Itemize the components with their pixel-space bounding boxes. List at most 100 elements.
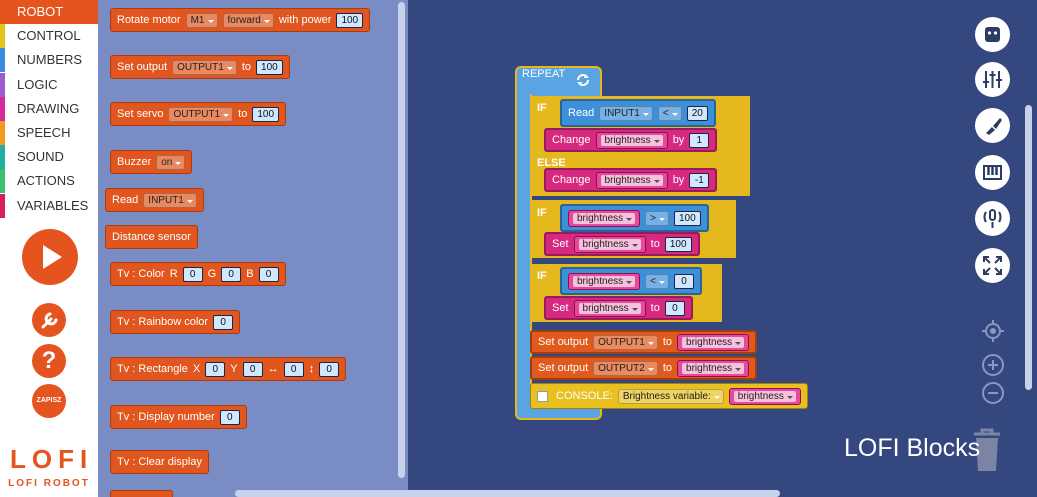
workspace-v-scrollbar[interactable] bbox=[1025, 105, 1032, 390]
flyout-scrollbar[interactable] bbox=[398, 2, 405, 478]
number-input[interactable]: 100 bbox=[252, 106, 280, 122]
flyout-block[interactable]: Buzzer on bbox=[110, 150, 193, 174]
run-button[interactable] bbox=[22, 229, 78, 285]
variable-block: brightness bbox=[728, 387, 801, 405]
fullscreen-button[interactable] bbox=[975, 248, 1010, 283]
block-text: to bbox=[241, 61, 252, 73]
dropdown[interactable]: on bbox=[156, 154, 186, 170]
block-text: to bbox=[662, 336, 673, 348]
number-input[interactable]: 0 bbox=[664, 300, 685, 316]
dropdown[interactable]: INPUT1 bbox=[143, 192, 197, 208]
category-label: SPEECH bbox=[17, 125, 71, 140]
category[interactable]: CONTROL bbox=[0, 24, 98, 49]
block-text: Change bbox=[552, 134, 591, 146]
block-text: Set bbox=[552, 238, 569, 250]
block-text: X bbox=[192, 363, 201, 375]
block-text: with power bbox=[278, 14, 332, 26]
number-input[interactable]: 1 bbox=[689, 132, 710, 148]
brush-button[interactable] bbox=[975, 108, 1010, 143]
number-input[interactable]: 100 bbox=[664, 236, 692, 252]
category[interactable]: DRAWING bbox=[0, 96, 98, 121]
category[interactable]: SOUND bbox=[0, 145, 98, 170]
category[interactable]: SPEECH bbox=[0, 121, 98, 145]
number-input[interactable]: 0 bbox=[242, 361, 263, 377]
block-text: Change bbox=[552, 174, 591, 186]
number-input[interactable]: -1 bbox=[689, 172, 710, 188]
category[interactable]: NUMBERS bbox=[0, 48, 98, 73]
watermark: LOFI Blocks bbox=[844, 434, 981, 462]
dropdown[interactable]: OUTPUT2 bbox=[593, 360, 658, 376]
dropdown[interactable]: INPUT1 bbox=[599, 105, 653, 121]
number-input[interactable]: 0 bbox=[213, 314, 234, 330]
block-text: Distance sensor bbox=[112, 231, 191, 243]
sliders-button[interactable] bbox=[975, 62, 1010, 97]
number-input[interactable]: 100 bbox=[256, 59, 283, 75]
piano-button[interactable] bbox=[975, 155, 1010, 190]
flyout-block[interactable]: Tv : Rectangle X 0 Y 0 ↔ 0 ↕ 0 bbox=[110, 357, 347, 381]
number-input[interactable]: 20 bbox=[686, 105, 708, 121]
robot-button[interactable] bbox=[975, 17, 1010, 52]
variable-name: brightness bbox=[600, 174, 663, 186]
flyout-block[interactable]: Read INPUT1 bbox=[105, 188, 204, 212]
number-input[interactable]: 0 bbox=[258, 266, 279, 282]
variable-name: brightness bbox=[682, 336, 745, 348]
number-input[interactable]: 0 bbox=[673, 273, 694, 289]
number-input[interactable]: 100 bbox=[336, 12, 364, 28]
category-color bbox=[0, 48, 5, 73]
flyout-block[interactable]: Set servo OUTPUT1 to 100 bbox=[110, 102, 287, 126]
block-text: B bbox=[246, 268, 254, 280]
dropdown[interactable]: > bbox=[645, 210, 669, 226]
dropdown[interactable]: forward bbox=[222, 12, 274, 28]
category[interactable]: LOGIC bbox=[0, 72, 98, 97]
dropdown[interactable]: OUTPUT1 bbox=[172, 59, 237, 75]
block-text: Set output bbox=[117, 61, 168, 73]
category[interactable]: VARIABLES bbox=[0, 193, 98, 218]
dropdown[interactable]: OUTPUT1 bbox=[593, 334, 658, 350]
number-input[interactable]: 0 bbox=[319, 361, 340, 377]
flyout-block[interactable]: Rotate motor M1 forward with power 100 bbox=[110, 8, 371, 32]
flyout-block[interactable]: Tv : Color R 0 G 0 B 0 bbox=[110, 262, 286, 286]
block-text: Set output bbox=[538, 336, 589, 348]
help-button[interactable]: ? bbox=[32, 344, 66, 378]
block-text: Read bbox=[568, 107, 595, 119]
trash[interactable] bbox=[968, 425, 1006, 473]
save-button[interactable]: ZAPISZ bbox=[32, 384, 66, 418]
flyout-block[interactable]: Tv : Clear display bbox=[110, 450, 209, 474]
block-text: to bbox=[238, 108, 248, 120]
number-input[interactable]: 0 bbox=[221, 266, 242, 282]
dropdown[interactable]: < bbox=[657, 105, 682, 121]
block-text: Tv : Color bbox=[117, 268, 165, 280]
number-input[interactable]: 0 bbox=[205, 361, 226, 377]
dropdown[interactable]: Brightness variable: bbox=[617, 388, 724, 404]
category-color bbox=[0, 169, 5, 194]
workspace-block: Set output OUTPUT1 to brightness bbox=[530, 330, 758, 354]
flyout-block[interactable]: Tv : Show bbox=[110, 490, 173, 497]
block-text: Rotate motor bbox=[117, 14, 181, 26]
number-input[interactable]: 0 bbox=[219, 409, 240, 425]
flyout-block[interactable]: Set output OUTPUT1 to 100 bbox=[110, 55, 290, 79]
variable-block: brightness bbox=[595, 131, 668, 149]
block-text: Set servo bbox=[117, 108, 164, 120]
repeat-block bbox=[515, 94, 532, 406]
zoom-controls[interactable] bbox=[980, 318, 1006, 408]
dropdown[interactable]: M1 bbox=[185, 12, 218, 28]
dropdown[interactable]: OUTPUT1 bbox=[168, 106, 234, 122]
category[interactable]: ACTIONS bbox=[0, 169, 98, 194]
category-label: DRAWING bbox=[17, 100, 80, 116]
category[interactable]: ROBOT bbox=[0, 0, 98, 24]
settings-button[interactable] bbox=[32, 303, 66, 337]
block-text: Tv : Clear display bbox=[117, 456, 202, 468]
flyout-block[interactable]: Distance sensor bbox=[105, 225, 198, 249]
number-input[interactable]: 100 bbox=[673, 210, 701, 226]
dropdown[interactable]: < bbox=[645, 273, 669, 289]
workspace-block: Change brightness by -1 bbox=[544, 168, 718, 192]
flyout-block[interactable]: Tv : Display number 0 bbox=[110, 405, 247, 429]
flyout-block[interactable]: Tv : Rainbow color 0 bbox=[110, 310, 241, 334]
category-label: CONTROL bbox=[17, 28, 81, 44]
workspace-block: Read INPUT1 <20 bbox=[560, 99, 716, 127]
number-input[interactable]: 0 bbox=[283, 361, 304, 377]
block-text: Y bbox=[230, 363, 238, 375]
number-input[interactable]: 0 bbox=[182, 266, 203, 282]
voice-button[interactable] bbox=[975, 201, 1010, 236]
